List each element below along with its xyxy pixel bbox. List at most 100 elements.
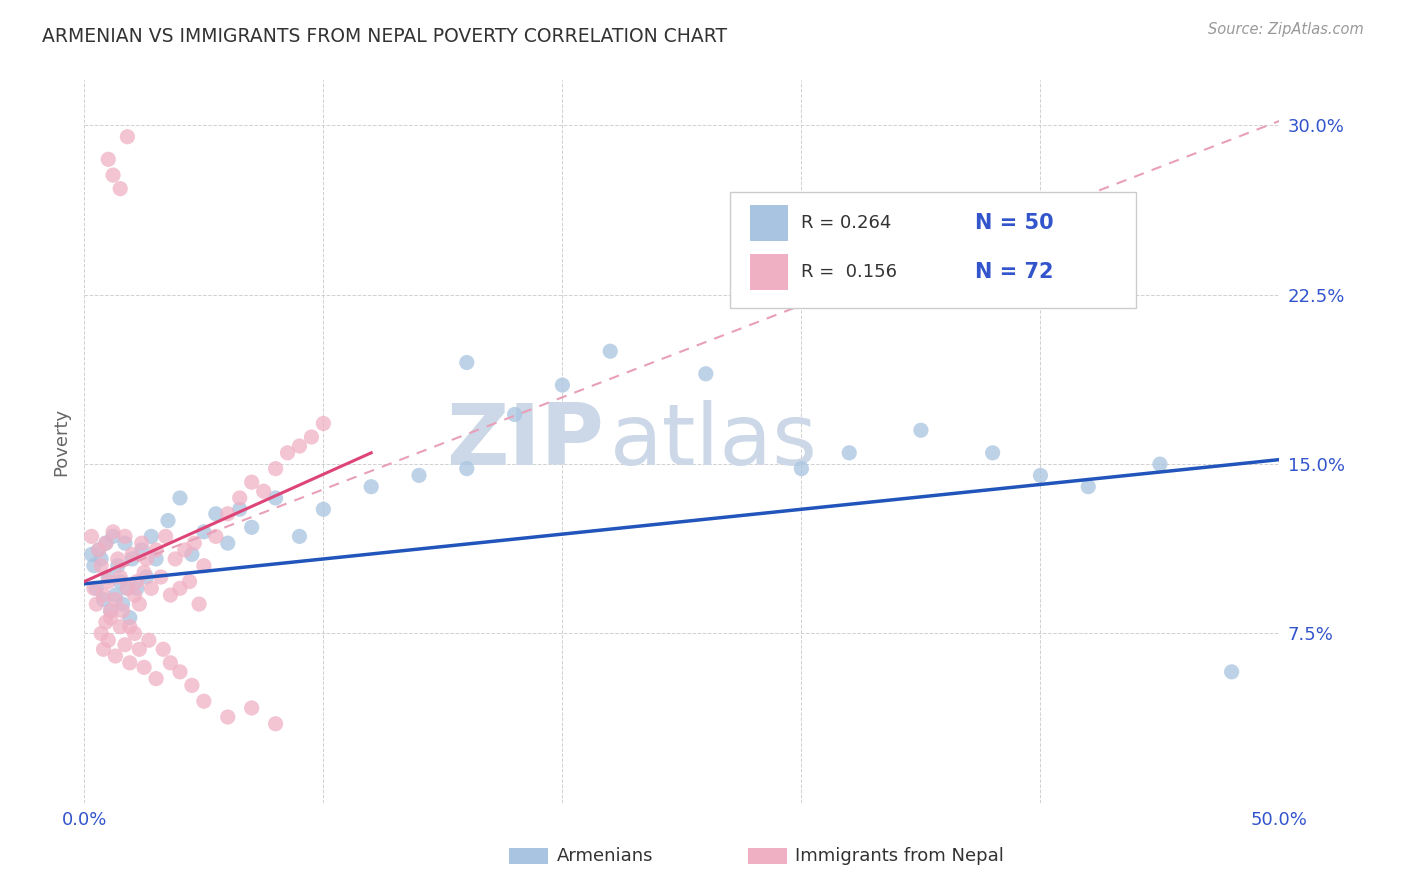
Point: [599, 344, 621, 359]
Point: [910, 423, 932, 437]
Point: [312, 502, 335, 516]
Point: [101, 524, 124, 539]
Text: atlas: atlas: [610, 400, 818, 483]
Point: [155, 529, 177, 543]
Point: [312, 417, 335, 431]
Point: [193, 694, 215, 708]
Point: [205, 507, 228, 521]
Text: Source: ZipAtlas.com: Source: ZipAtlas.com: [1208, 22, 1364, 37]
Point: [97, 574, 120, 589]
FancyBboxPatch shape: [730, 193, 1136, 308]
Point: [117, 582, 139, 596]
Point: [253, 484, 276, 499]
Point: [114, 536, 136, 550]
Point: [110, 620, 132, 634]
Point: [183, 536, 205, 550]
Point: [80, 548, 103, 562]
Point: [408, 468, 430, 483]
Point: [288, 439, 311, 453]
Point: [135, 570, 157, 584]
Point: [165, 552, 187, 566]
Point: [118, 610, 141, 624]
Point: [188, 597, 211, 611]
Point: [110, 181, 132, 195]
Point: [1220, 665, 1243, 679]
Point: [456, 461, 478, 475]
Point: [97, 633, 120, 648]
Point: [456, 355, 478, 369]
Point: [131, 536, 153, 550]
Point: [97, 570, 120, 584]
Point: [80, 529, 103, 543]
Point: [101, 529, 124, 543]
Point: [110, 570, 132, 584]
Point: [264, 461, 287, 475]
Point: [114, 529, 136, 543]
Point: [90, 558, 112, 573]
Point: [100, 604, 122, 618]
Point: [93, 588, 115, 602]
Point: [86, 582, 108, 596]
Point: [128, 642, 150, 657]
Point: [132, 566, 156, 580]
Point: [152, 642, 174, 657]
Point: [229, 491, 252, 505]
Point: [97, 153, 120, 167]
Text: Immigrants from Nepal: Immigrants from Nepal: [796, 847, 1004, 865]
Point: [118, 620, 141, 634]
Point: [107, 552, 129, 566]
Point: [264, 716, 287, 731]
Point: [551, 378, 574, 392]
Point: [128, 597, 150, 611]
Point: [981, 446, 1004, 460]
Point: [838, 446, 860, 460]
Bar: [509, 848, 548, 864]
Point: [169, 491, 191, 505]
Text: N = 50: N = 50: [974, 213, 1053, 234]
Point: [107, 558, 129, 573]
Point: [1077, 480, 1099, 494]
Point: [695, 367, 717, 381]
Point: [94, 536, 117, 550]
Point: [503, 408, 526, 422]
Bar: [749, 205, 789, 242]
Point: [114, 638, 136, 652]
Point: [229, 502, 252, 516]
Bar: [749, 253, 789, 290]
Point: [124, 626, 146, 640]
Point: [94, 615, 117, 630]
Point: [83, 558, 105, 573]
Point: [193, 558, 215, 573]
Point: [179, 574, 201, 589]
Point: [93, 592, 115, 607]
Point: [264, 491, 287, 505]
Text: R = 0.264: R = 0.264: [801, 214, 891, 232]
Point: [205, 529, 228, 543]
Point: [94, 536, 117, 550]
Point: [277, 446, 299, 460]
Point: [125, 582, 148, 596]
Point: [240, 520, 263, 534]
Point: [121, 548, 143, 562]
Point: [90, 552, 112, 566]
Point: [181, 548, 204, 562]
Point: [104, 648, 127, 663]
Point: [100, 604, 122, 618]
Text: ARMENIAN VS IMMIGRANTS FROM NEPAL POVERTY CORRELATION CHART: ARMENIAN VS IMMIGRANTS FROM NEPAL POVERT…: [42, 27, 727, 45]
Point: [145, 542, 167, 557]
Point: [100, 610, 122, 624]
Point: [118, 656, 141, 670]
Point: [169, 582, 191, 596]
Point: [117, 129, 139, 144]
Point: [125, 574, 148, 589]
Point: [169, 665, 191, 679]
Point: [193, 524, 215, 539]
Point: [104, 592, 127, 607]
Point: [217, 536, 239, 550]
Point: [217, 507, 239, 521]
Point: [360, 480, 382, 494]
Text: Armenians: Armenians: [557, 847, 652, 865]
Point: [135, 552, 157, 566]
Point: [173, 542, 195, 557]
Text: R =  0.156: R = 0.156: [801, 263, 897, 281]
